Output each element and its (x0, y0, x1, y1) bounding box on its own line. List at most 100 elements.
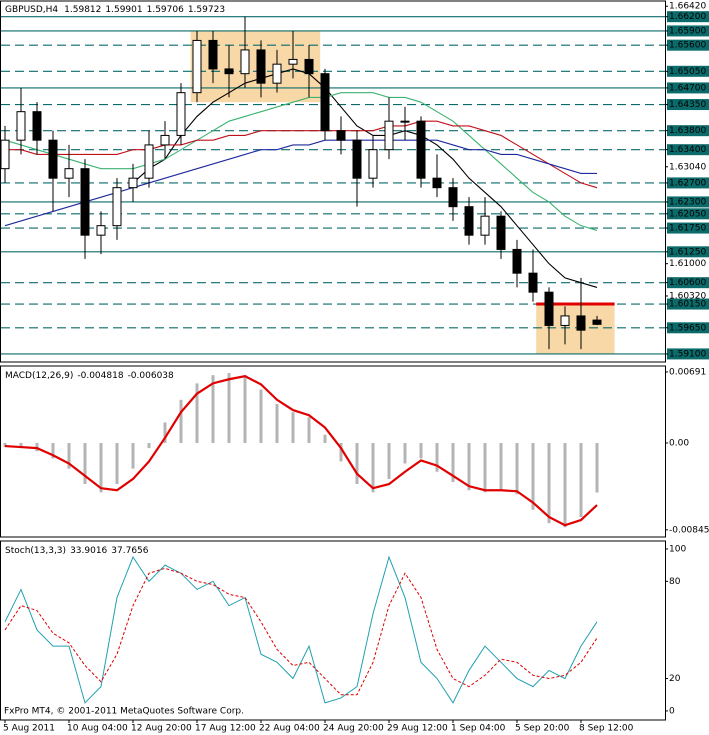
candle-body (416, 120, 426, 179)
tick-label-box (667, 222, 709, 234)
stoch-panel-frame (0, 540, 666, 721)
y-tick-label: 1.66420 (669, 2, 706, 12)
tick-label-box (667, 348, 709, 360)
y-tick-label: 1.60600 (669, 278, 706, 288)
tick-label-box (667, 11, 709, 23)
candle-body (368, 149, 378, 179)
macd-bar (307, 417, 311, 443)
macd-bar (355, 442, 359, 485)
macd-main-value: -0.004818 (77, 371, 123, 381)
macd-bar (195, 383, 199, 443)
macd-bar (579, 442, 583, 517)
tick-label-box (667, 82, 709, 94)
stoch-header: Stoch(13,3,3) 33.9016 37.7656 (5, 546, 149, 556)
y-tick-label: 1.61750 (669, 224, 706, 234)
moving-average (4, 139, 597, 227)
y-tick-label: 1.61000 (669, 259, 706, 269)
y-tick-label: 1.62300 (669, 197, 706, 207)
y-tick-label: 1.62050 (669, 209, 706, 219)
y-tick-label: 1.66200 (669, 12, 706, 22)
candle-body (112, 187, 122, 227)
x-tick-label: 17 Aug 12:00 (195, 724, 256, 734)
y-tick-label: 1.64700 (669, 83, 706, 93)
y-tick-label: 1.59100 (669, 349, 706, 359)
candle-body (256, 49, 266, 84)
tick-label-box (667, 144, 709, 156)
macd-bar (531, 442, 535, 510)
tick-label-box (667, 246, 709, 258)
candle-body (48, 139, 58, 179)
tick-label-box (667, 277, 709, 289)
macd-bar (483, 442, 487, 493)
y-tick-label: 1.61250 (669, 247, 706, 257)
macd-bar (547, 442, 551, 524)
candle-body (336, 130, 346, 141)
candle-body (432, 177, 442, 189)
stoch-title: Stoch(13,3,3) (5, 546, 66, 556)
y-tick-label: 1.60320 (669, 291, 706, 301)
footer: FxPro MT4, © 2001-2011 MetaQuotes Softwa… (4, 707, 244, 717)
macd-bar (131, 442, 135, 469)
candle-body (0, 139, 10, 170)
candle-body (592, 319, 602, 325)
y-tick-label: 1.63400 (669, 145, 706, 155)
tick-label-box (667, 208, 709, 220)
macd-bar (595, 442, 599, 493)
macd-bar (227, 373, 231, 443)
candle-body (192, 39, 202, 94)
candle-body (512, 248, 522, 274)
macd-bar (179, 399, 183, 443)
tick-label-box (667, 99, 709, 111)
macd-bar (435, 442, 439, 472)
candle-body (528, 272, 538, 293)
macd-bar (371, 442, 375, 493)
tick-label-box (667, 177, 709, 189)
macd-bar (339, 442, 343, 462)
y-tick-label: 100 (669, 544, 686, 554)
x-tick-label: 10 Aug 04:00 (67, 724, 128, 734)
candle-body (176, 92, 186, 136)
candle-body (16, 111, 26, 141)
macd-bar (3, 442, 7, 448)
last-open: 1.59812 (64, 5, 101, 15)
candle-body (272, 63, 282, 84)
candle-body (144, 144, 154, 179)
macd-bar (211, 375, 215, 443)
tick-label-box (667, 25, 709, 37)
stoch-line (4, 555, 598, 704)
macd-bar (403, 442, 407, 464)
candle-body (352, 139, 362, 179)
macd-title: MACD(12,26,9) (5, 371, 73, 381)
macd-bar (499, 442, 503, 490)
macd-bar (243, 375, 247, 443)
y-tick-label: 1.65600 (669, 41, 706, 51)
candle-body (208, 39, 218, 70)
tick-label-box (667, 322, 709, 334)
main-panel-frame (0, 0, 666, 363)
candle-body (400, 120, 410, 123)
y-tick-label: -0.00845 (669, 525, 709, 535)
macd-bar (99, 442, 103, 493)
macd-bar (419, 442, 423, 459)
stoch-line (4, 567, 598, 696)
macd-panel-frame (0, 365, 666, 538)
macd-bar (115, 442, 119, 485)
x-tick-label: 12 Aug 20:00 (131, 724, 192, 734)
tick-label-box (667, 65, 709, 77)
candle-body (224, 68, 234, 75)
macd-bar (19, 442, 23, 449)
y-tick-label: 0.00691 (669, 367, 706, 377)
y-tick-label: 1.60150 (669, 300, 706, 310)
y-tick-label: 1.63040 (669, 162, 706, 172)
y-tick-label: 0 (669, 706, 675, 716)
candle-body (288, 58, 298, 65)
candle-body (480, 215, 490, 236)
candle-body (32, 111, 42, 141)
candle-body (128, 177, 138, 189)
x-tick-label: 22 Aug 04:00 (259, 724, 320, 734)
candle-body (320, 73, 330, 132)
last-close: 1.59723 (188, 5, 225, 15)
macd-bar (51, 442, 55, 459)
